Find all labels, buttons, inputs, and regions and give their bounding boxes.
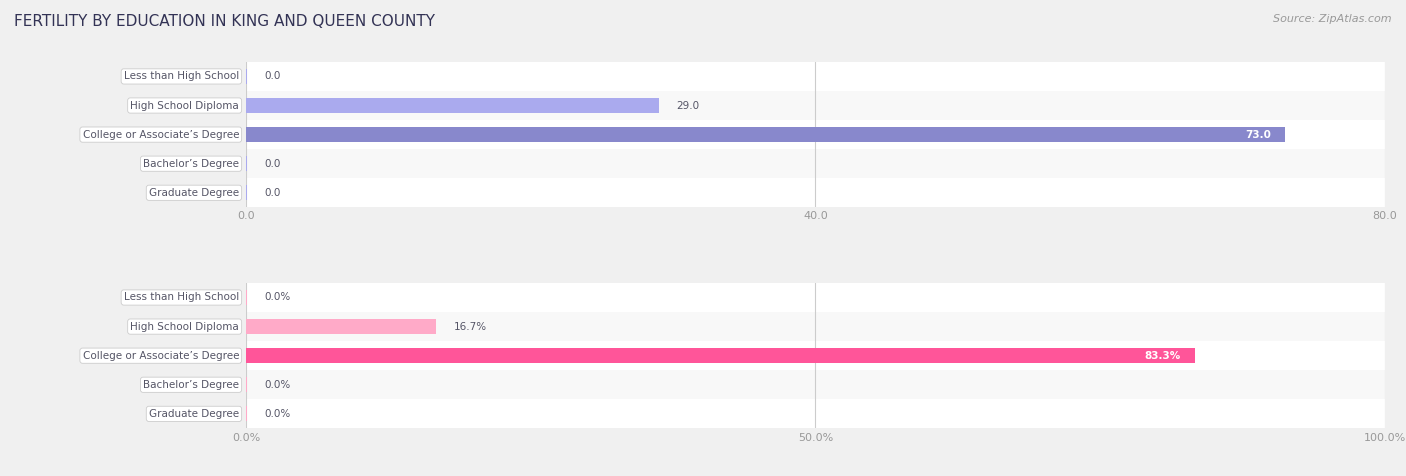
Bar <box>246 127 1285 142</box>
Text: Less than High School: Less than High School <box>124 292 239 303</box>
Text: High School Diploma: High School Diploma <box>131 100 239 110</box>
Bar <box>246 91 1385 120</box>
Text: 0.0: 0.0 <box>264 188 281 198</box>
Text: Bachelor’s Degree: Bachelor’s Degree <box>143 159 239 169</box>
Bar <box>246 348 1195 363</box>
Bar <box>246 98 659 113</box>
Bar <box>246 178 1385 208</box>
Bar <box>246 370 1385 399</box>
Text: 16.7%: 16.7% <box>453 322 486 332</box>
Bar <box>246 399 1385 428</box>
Text: 73.0: 73.0 <box>1246 129 1271 139</box>
Text: Graduate Degree: Graduate Degree <box>149 409 239 419</box>
Text: College or Associate’s Degree: College or Associate’s Degree <box>83 351 239 361</box>
Bar <box>246 120 1385 149</box>
Text: Less than High School: Less than High School <box>124 71 239 81</box>
Text: Graduate Degree: Graduate Degree <box>149 188 239 198</box>
Bar <box>246 62 1385 91</box>
Text: 0.0%: 0.0% <box>264 409 291 419</box>
Bar <box>246 312 1385 341</box>
Text: 0.0%: 0.0% <box>264 380 291 390</box>
Text: Source: ZipAtlas.com: Source: ZipAtlas.com <box>1274 14 1392 24</box>
Text: College or Associate’s Degree: College or Associate’s Degree <box>83 129 239 139</box>
Text: 29.0: 29.0 <box>676 100 699 110</box>
Text: FERTILITY BY EDUCATION IN KING AND QUEEN COUNTY: FERTILITY BY EDUCATION IN KING AND QUEEN… <box>14 14 434 30</box>
Text: 0.0: 0.0 <box>264 71 281 81</box>
Bar <box>246 149 1385 178</box>
Bar <box>246 341 1385 370</box>
Text: 83.3%: 83.3% <box>1144 351 1181 361</box>
Text: Bachelor’s Degree: Bachelor’s Degree <box>143 380 239 390</box>
Bar <box>246 283 1385 312</box>
Bar <box>246 319 436 334</box>
Text: 0.0: 0.0 <box>264 159 281 169</box>
Text: 0.0%: 0.0% <box>264 292 291 303</box>
Text: High School Diploma: High School Diploma <box>131 322 239 332</box>
